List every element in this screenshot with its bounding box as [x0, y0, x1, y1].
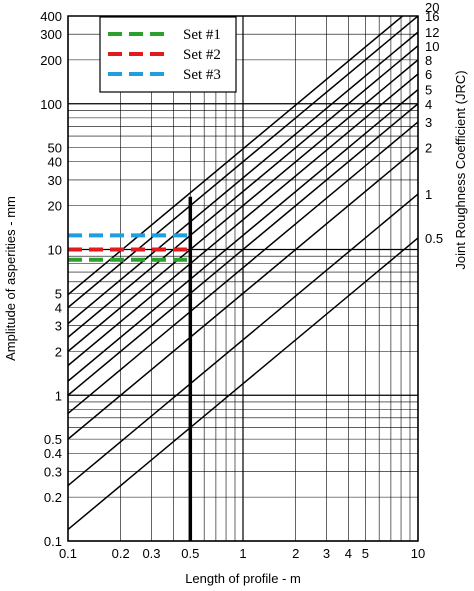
jrc-label: 20: [425, 0, 439, 15]
jrc-line-2: [68, 147, 418, 440]
jrc-label: 6: [425, 67, 432, 82]
jrc-label: 3: [425, 115, 432, 130]
y-tick-label: 5: [55, 286, 62, 301]
y-tick-label: 2: [55, 344, 62, 359]
grid: [67, 15, 419, 542]
jrc-line-4: [68, 103, 418, 396]
jrc-label: 2: [425, 141, 432, 156]
y-tick-label: 40: [48, 155, 62, 170]
x-tick-label: 0.3: [142, 546, 160, 561]
x-axis-title: Length of profile - m: [185, 571, 301, 586]
x-tick-label: 1: [239, 546, 246, 561]
x-tick-label: 4: [345, 546, 352, 561]
y-tick-label: 3: [55, 319, 62, 334]
y-tick-label: 30: [48, 173, 62, 188]
y-tick-label: 0.4: [44, 446, 62, 461]
y-tick-label: 0.1: [44, 534, 62, 549]
jrc-line-1: [68, 193, 418, 487]
x-tick-label: 0.2: [112, 546, 130, 561]
y-tick-label: 300: [40, 27, 62, 42]
jrc-label: 4: [425, 97, 432, 112]
y-tick-label: 0.2: [44, 490, 62, 505]
jrc-label: 5: [425, 83, 432, 98]
x-tick-label: 0.1: [59, 546, 77, 561]
y-tick-label: 50: [48, 141, 62, 156]
jrc-line-12: [68, 31, 418, 325]
x-tick-label: 2: [292, 546, 299, 561]
jrc-line-6: [68, 73, 418, 367]
x-tick-labels: 0.1 0.2 0.3 0.5 1 2 3 4 5 10: [59, 546, 425, 561]
y-tick-label: 1: [55, 388, 62, 403]
y-tick-label: 0.5: [44, 432, 62, 447]
y-tick-label: 0.3: [44, 464, 62, 479]
x-tick-label: 3: [323, 546, 330, 561]
jrc-lines: [68, 16, 418, 531]
x-tick-label: 5: [362, 546, 369, 561]
jrc-label: 8: [425, 53, 432, 68]
legend-entry-set-2: Set #2: [183, 47, 221, 63]
jrc-line-8: [68, 59, 418, 352]
x-tick-label: 0.5: [181, 546, 199, 561]
y-tick-label: 100: [40, 97, 62, 112]
legend: Set #1 Set #2 Set #3: [99, 16, 237, 93]
plot-frame: [67, 15, 419, 542]
jrc-label: 16: [425, 9, 439, 24]
jrc-line-3: [68, 121, 418, 415]
x-tick-label: 10: [411, 546, 425, 561]
y-tick-label: 4: [55, 300, 62, 315]
legend-box: [99, 16, 237, 93]
y-axis-title: Amplitude of asperities - mm: [3, 196, 18, 361]
y-tick-label: 200: [40, 53, 62, 68]
jrc-label: 1: [425, 187, 432, 202]
jrc-line-0-5: [68, 237, 418, 531]
y-tick-label: 10: [48, 243, 62, 258]
right-axis-title: Joint Roughness Coefficient (JRC): [453, 70, 468, 269]
legend-entry-set-3: Set #3: [183, 67, 221, 83]
jrc-label: 10: [425, 39, 439, 54]
y-tick-label: 400: [40, 9, 62, 24]
jrc-line-10: [68, 45, 418, 338]
jrc-label: 0.5: [425, 231, 443, 246]
jrc-line-5: [68, 89, 418, 382]
y-tick-label: 20: [48, 199, 62, 214]
legend-entry-set-1: Set #1: [183, 27, 221, 43]
jrc-line-20: [68, 16, 404, 296]
jrc-label: 12: [425, 25, 439, 40]
jrc-line-16: [68, 16, 418, 309]
